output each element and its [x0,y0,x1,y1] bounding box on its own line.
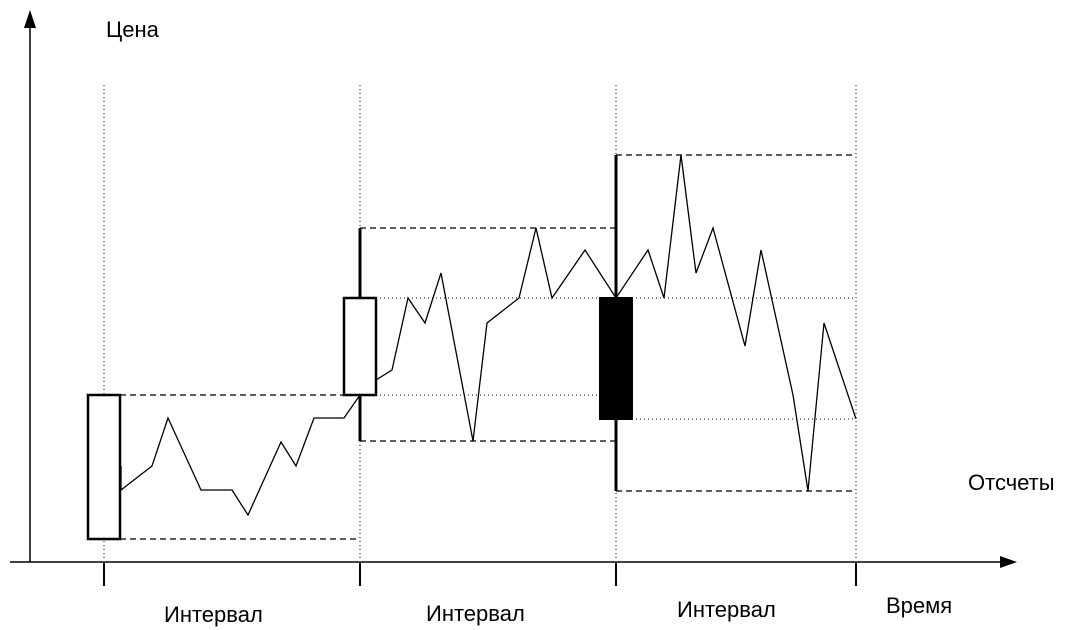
interval-3-label: Интервал [677,597,776,622]
interval-2-label: Интервал [426,601,525,626]
candle-1-bullish [86,393,122,541]
interval-1-label: Интервал [164,602,263,627]
interval-boundaries [103,85,857,560]
candle-1-body [86,393,122,541]
candle-3-bearish [599,155,633,491]
price-path [103,154,857,540]
candle-3-body [599,297,633,420]
x-axis-arrow [1000,556,1017,568]
high-low-levels [120,154,856,540]
y-axis-label: Цена [106,17,160,42]
y-axis-arrow [24,10,36,28]
interval-ticks [103,563,857,586]
candle-2-bullish [342,228,378,441]
axes [10,10,1017,568]
samples-label: Отсчеты [968,470,1055,495]
candle-2-body [342,296,378,397]
x-axis-label: Время [886,593,952,618]
